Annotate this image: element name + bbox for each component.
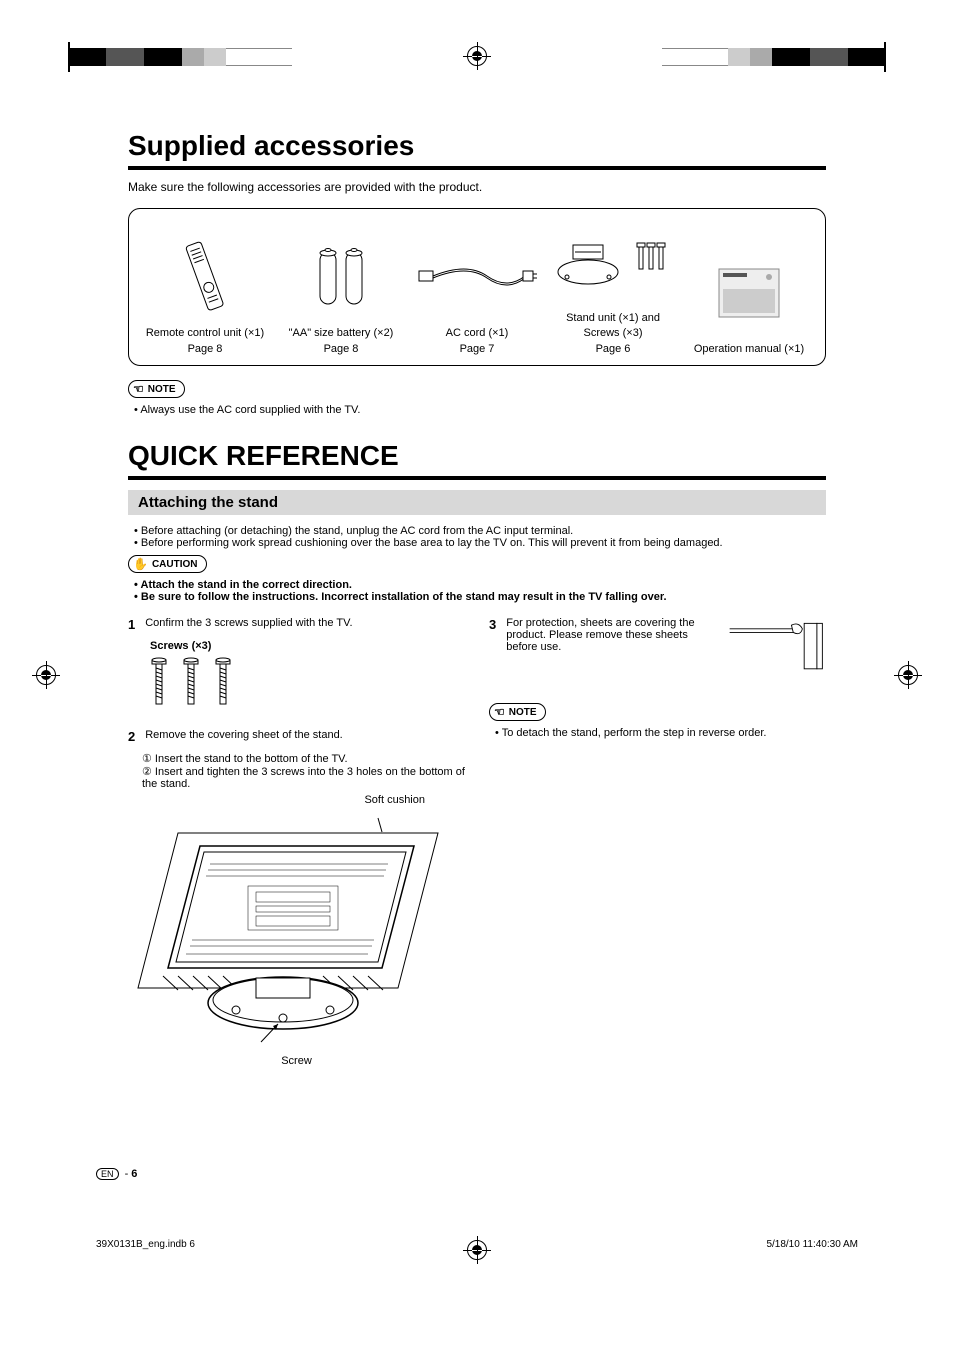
- battery-icon: [314, 246, 368, 308]
- footer-line: 39X0131B_eng.indb 6 5/18/10 11:40:30 AM: [96, 1239, 858, 1250]
- list-item: Be sure to follow the instructions. Inco…: [134, 591, 826, 603]
- note-list: To detach the stand, perform the step in…: [489, 727, 826, 739]
- registration-mark-icon: [898, 665, 918, 685]
- caution-badge: ✋ CAUTION: [128, 555, 207, 573]
- accessory-page: Page 8: [273, 342, 409, 357]
- note-item: To detach the stand, perform the step in…: [495, 727, 826, 739]
- page-number: EN - 6: [96, 1168, 137, 1180]
- footer-file: 39X0131B_eng.indb 6: [96, 1239, 195, 1250]
- manual-icon: [717, 267, 781, 319]
- screws-label: Screws (×3): [150, 640, 465, 652]
- accessory-label: "AA" size battery (×2): [273, 326, 409, 341]
- stand-icon: [553, 237, 673, 287]
- step-2-sub2: ② Insert and tighten the 3 screws into t…: [128, 765, 465, 790]
- accessory-page: Page 8: [137, 342, 273, 357]
- note-list: Always use the AC cord supplied with the…: [128, 404, 826, 416]
- note-badge: ☜ NOTE: [489, 703, 546, 721]
- accessory-label: Operation manual (×1): [681, 342, 817, 357]
- protection-sheet-icon: [726, 617, 826, 677]
- caution-list: Attach the stand in the correct directio…: [128, 579, 826, 603]
- accessory-stand: Stand unit (×1) and Screws (×3) Page 6: [545, 225, 681, 357]
- section-attaching-stand: Attaching the stand: [128, 490, 826, 515]
- step-text: Confirm the 3 screws supplied with the T…: [145, 617, 352, 632]
- accessories-box: Remote control unit (×1) Page 8: [128, 208, 826, 366]
- accessory-label: Stand unit (×1) and: [545, 311, 681, 326]
- list-item: Before attaching (or detaching) the stan…: [134, 525, 826, 537]
- note-badge: ☜ NOTE: [128, 380, 185, 398]
- registration-mark-icon: [36, 665, 56, 685]
- accessory-remote: Remote control unit (×1) Page 8: [137, 240, 273, 357]
- intro-text: Make sure the following accessories are …: [128, 180, 826, 194]
- step-text: For protection, sheets are covering the …: [506, 617, 712, 677]
- accessory-page: Page 6: [545, 342, 681, 357]
- step-2: 2 Remove the covering sheet of the stand…: [128, 729, 465, 744]
- accessory-page: Page 7: [409, 342, 545, 357]
- note-item: Always use the AC cord supplied with the…: [134, 404, 826, 416]
- accessory-label: AC cord (×1): [409, 326, 545, 341]
- note-label: NOTE: [509, 707, 537, 718]
- caution-label: CAUTION: [152, 559, 198, 570]
- step-2-sub1: ① Insert the stand to the bottom of the …: [128, 752, 465, 765]
- pointing-hand-icon: ☜: [133, 382, 144, 396]
- step-number: 3: [489, 617, 496, 677]
- language-badge: EN: [96, 1168, 119, 1180]
- step-1: 1 Confirm the 3 screws supplied with the…: [128, 617, 465, 632]
- pointing-hand-icon: ☜: [494, 705, 505, 719]
- list-item: Before performing work spread cushioning…: [134, 537, 826, 549]
- remote-icon: [184, 240, 226, 314]
- step-text: Remove the covering sheet of the stand.: [145, 729, 343, 744]
- accessory-batteries: "AA" size battery (×2) Page 8: [273, 240, 409, 357]
- accessory-ac-cord: AC cord (×1) Page 7: [409, 240, 545, 357]
- hand-stop-icon: ✋: [133, 557, 148, 571]
- step-number: 1: [128, 617, 135, 632]
- screws-diagram-icon: [148, 656, 248, 710]
- registration-mark-icon: [467, 46, 487, 66]
- tv-stand-diagram: Soft cushion: [128, 798, 465, 1067]
- accessory-manual: Operation manual (×1): [681, 256, 817, 357]
- heading-supplied-accessories: Supplied accessories: [128, 130, 826, 170]
- footer-timestamp: 5/18/10 11:40:30 AM: [766, 1239, 858, 1250]
- heading-quick-reference: QUICK REFERENCE: [128, 440, 826, 480]
- pre-caution-list: Before attaching (or detaching) the stan…: [128, 525, 826, 549]
- accessory-label: Remote control unit (×1): [137, 326, 273, 341]
- note-label: NOTE: [148, 384, 176, 395]
- screw-label: Screw: [128, 1055, 465, 1067]
- accessory-label-2: Screws (×3): [545, 326, 681, 341]
- list-item: Attach the stand in the correct directio…: [134, 579, 826, 591]
- soft-cushion-label: Soft cushion: [364, 794, 425, 806]
- step-3: 3 For protection, sheets are covering th…: [489, 617, 826, 677]
- step-number: 2: [128, 729, 135, 744]
- ac-cord-icon: [417, 257, 537, 297]
